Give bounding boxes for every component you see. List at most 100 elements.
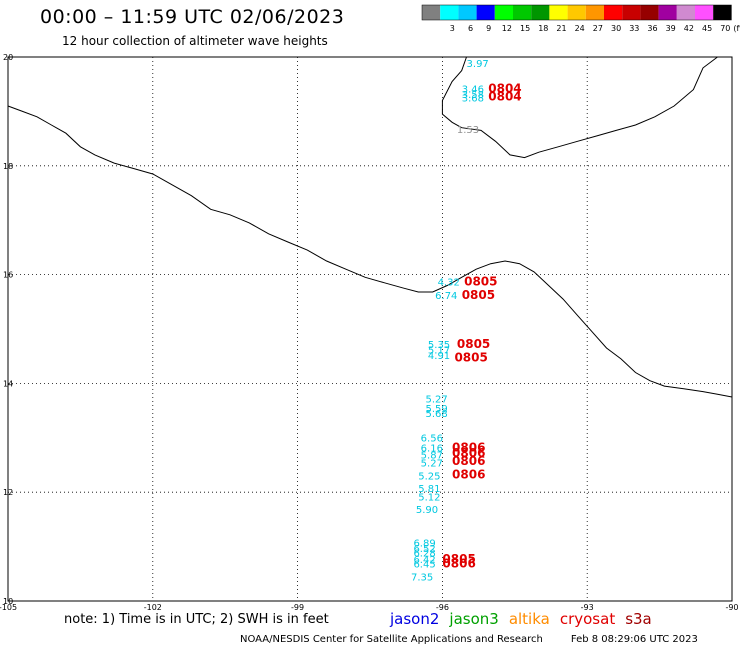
colorbar-swatch: [622, 5, 641, 20]
observations: 3.97 3.463.583.68 1.53 4.32 6.74 5.355.174.91…: [411, 59, 489, 584]
colorbar-label: 30: [611, 24, 621, 33]
colorbar-label: 12: [502, 24, 512, 33]
pass-time-label: 0805: [457, 337, 490, 351]
satellite-jason3: jason3: [449, 610, 499, 628]
colorbar-swatch: [713, 5, 732, 20]
swh-value: 5.81: [418, 484, 440, 495]
swh-value: 4.32: [438, 277, 460, 288]
colorbar-label: 45: [702, 24, 712, 33]
swh-value: 5.25: [418, 472, 440, 483]
swh-value: 5.87: [421, 450, 443, 461]
pass-time-label: 0805: [442, 552, 475, 566]
pass-time-label: 0805: [454, 351, 487, 365]
colorbar-swatch: [476, 5, 495, 20]
satellite-legend: jason2 jason3 altika cryosat s3a: [390, 610, 662, 628]
satellite-cryosat: cryosat: [559, 610, 616, 628]
map-frame: [7, 56, 733, 602]
colorbar-label: 70: [720, 24, 730, 33]
lon-label: -90: [725, 603, 738, 612]
swh-value: 4.91: [428, 351, 450, 362]
credit-line: NOAA/NESDIS Center for Satellite Applica…: [240, 634, 726, 645]
lon-label: -93: [581, 603, 594, 612]
swh-value: 6.89: [413, 539, 435, 550]
swh-value: 3.58: [462, 90, 484, 101]
swh-value: 1.53: [457, 125, 479, 136]
colorbar-label: 39: [666, 24, 676, 33]
colorbar-unit: (ft): [733, 24, 740, 33]
lat-label: 14: [3, 379, 13, 388]
time-labels: 0804080408050805080508050806080608060806…: [442, 81, 521, 570]
colorbar-swatch: [585, 5, 604, 20]
generated-timestamp: Feb 8 08:29:06 UTC 2023: [570, 634, 698, 645]
colorbar-label: 15: [520, 24, 530, 33]
pass-time-label: 0805: [464, 274, 497, 288]
pass-time-label: 0806: [452, 454, 485, 468]
credit-text: NOAA/NESDIS Center for Satellite Applica…: [240, 634, 543, 645]
colorbar-swatch: [494, 5, 513, 20]
colorbar-label: 27: [593, 24, 603, 33]
colorbar-swatch: [531, 5, 550, 20]
colorbar-label: 21: [556, 24, 566, 33]
lon-label: -102: [144, 603, 162, 612]
lon-label: -105: [0, 603, 17, 612]
colorbar-swatch: [422, 5, 441, 20]
swh-value: 5.27: [426, 394, 448, 405]
swh-value: 5.90: [416, 505, 438, 516]
swh-value: 5.68: [426, 409, 448, 420]
colorbar-swatch: [567, 5, 586, 20]
page-title: 00:00 – 11:59 UTC 02/06/2023: [40, 6, 345, 28]
swh-value: 3.68: [462, 94, 484, 105]
lon-label: -99: [291, 603, 304, 612]
lon-label: -96: [436, 603, 449, 612]
colorbar-swatch: [440, 5, 459, 20]
pass-time-label: 0805: [462, 288, 495, 302]
colorbar-label: 33: [629, 24, 639, 33]
swh-value: 6.42: [413, 555, 435, 566]
swh-value: 6.16: [421, 443, 443, 454]
pass-time-label: 0804: [488, 90, 521, 104]
graticule: [8, 57, 732, 601]
satellite-altika: altika: [508, 610, 550, 628]
colorbar-swatch: [695, 5, 714, 20]
colorbar-label: 36: [647, 24, 657, 33]
axis-labels: 20 18 16 14 12 10-105 -102 -99 -96 -93 -90: [0, 53, 739, 612]
colorbar-swatch: [658, 5, 677, 20]
colorbar-swatch: [549, 5, 568, 20]
colorbar-swatch: [676, 5, 695, 20]
swh-value: 3.97: [467, 59, 489, 70]
colorbar-label: 18: [538, 24, 548, 33]
colorbar-swatch: [458, 5, 477, 20]
swh-value: 6.52: [413, 544, 435, 555]
swh-value: 5.12: [418, 492, 440, 503]
pass-time-label: 0806: [442, 556, 475, 570]
swh-value: 5.17: [428, 345, 450, 356]
swh-value: 6.45: [413, 559, 435, 570]
pass-time-label: 0806: [452, 440, 485, 454]
lat-label: 18: [3, 162, 13, 171]
swh-value: 5.59: [426, 404, 448, 415]
colorbar-swatch: [640, 5, 659, 20]
swh-value: 6.56: [421, 434, 443, 445]
swh-value: 6.74: [435, 291, 457, 302]
colorbar-label: 3: [450, 24, 455, 33]
pass-time-label: 0806: [452, 446, 485, 460]
lat-label: 16: [3, 271, 13, 280]
swh-value: 5.27: [421, 459, 443, 470]
page-subtitle: 12 hour collection of altimeter wave hei…: [62, 34, 328, 48]
pass-time-label: 0806: [452, 468, 485, 482]
colorbar-swatch: [604, 5, 623, 20]
satellite-jason2: jason2: [390, 610, 440, 628]
coastline: [7, 56, 733, 398]
swh-value: 7.35: [411, 572, 433, 583]
satellite-s3a: s3a: [625, 610, 652, 628]
lat-label: 20: [3, 53, 13, 62]
colorbar-swatch: [513, 5, 532, 20]
swh-value: 3.46: [462, 84, 484, 95]
pacific-coastline: [7, 105, 733, 398]
swh-value: 6.28: [413, 548, 435, 559]
gulf-coastline: [441, 56, 718, 159]
footer-note: note: 1) Time is in UTC; 2) SWH is in fe…: [64, 612, 329, 627]
colorbar-label: 9: [486, 24, 491, 33]
